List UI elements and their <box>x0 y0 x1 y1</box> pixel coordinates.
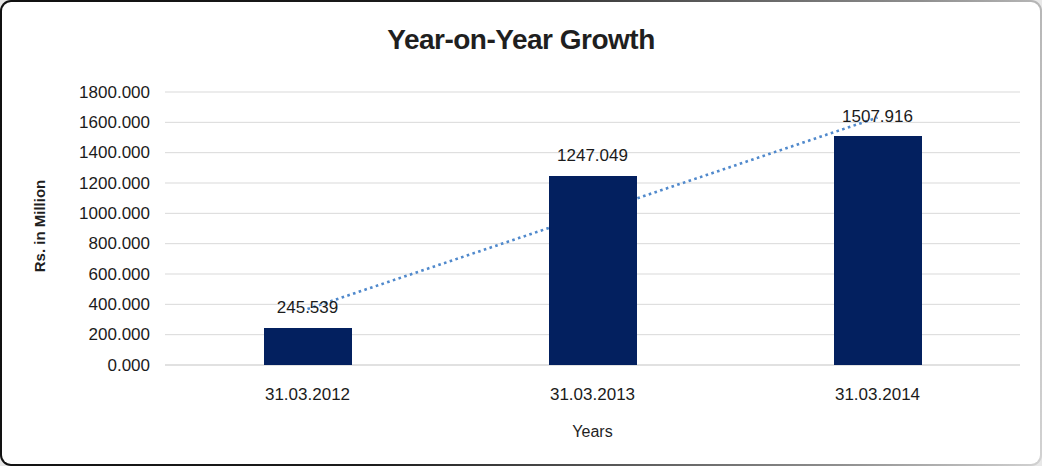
bar-31.03.2012 <box>264 328 352 365</box>
data-label: 1247.049 <box>523 147 663 164</box>
bar-31.03.2014 <box>834 136 922 365</box>
y-tick-label: 1400.000 <box>2 144 150 161</box>
y-tick-label: 1600.000 <box>2 114 150 131</box>
chart-canvas: Year-on-Year Growth Rs. in Million 1800.… <box>2 2 1040 464</box>
y-tick-label: 600.000 <box>2 266 150 283</box>
y-tick-label: 800.000 <box>2 235 150 252</box>
y-tick-label: 200.000 <box>2 326 150 343</box>
data-label: 245.539 <box>238 299 378 316</box>
y-tick-label: 0.000 <box>2 357 150 374</box>
y-tick-label: 1800.000 <box>2 84 150 101</box>
x-axis-title: Years <box>165 423 1020 441</box>
y-tick-label: 1000.000 <box>2 205 150 222</box>
data-label: 1507.916 <box>808 108 948 125</box>
x-tick-label: 31.03.2013 <box>513 386 673 403</box>
y-tick-label: 1200.000 <box>2 175 150 192</box>
bar-31.03.2013 <box>549 176 637 365</box>
x-tick-label: 31.03.2012 <box>228 386 388 403</box>
x-tick-label: 31.03.2014 <box>798 386 958 403</box>
y-tick-label: 400.000 <box>2 296 150 313</box>
screenshot-frame: Year-on-Year Growth Rs. in Million 1800.… <box>0 0 1042 466</box>
